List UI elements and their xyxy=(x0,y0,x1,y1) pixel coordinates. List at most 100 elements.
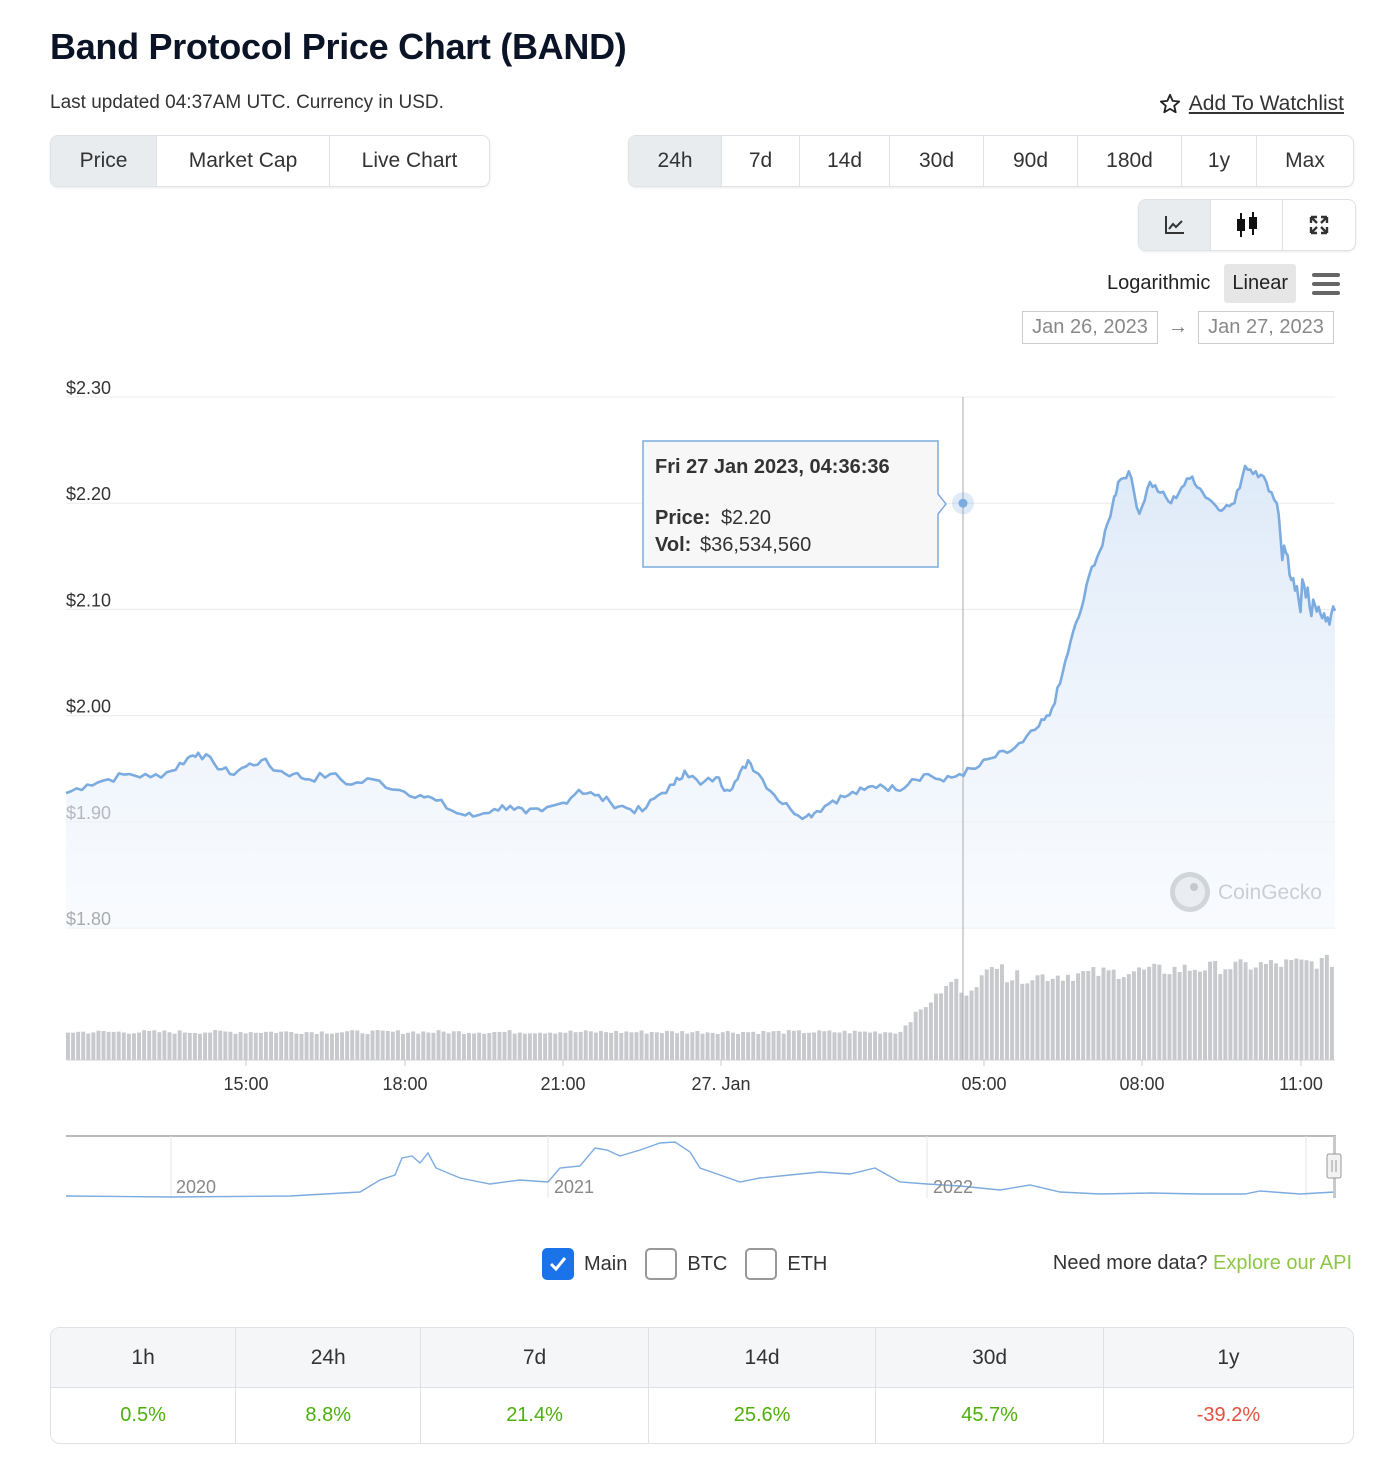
volume-bar xyxy=(76,1031,81,1060)
tab-live-chart[interactable]: Live Chart xyxy=(361,149,458,172)
volume-bar xyxy=(401,1033,405,1060)
candlestick-button[interactable] xyxy=(1211,200,1283,250)
range-max[interactable]: Max xyxy=(1285,149,1325,172)
volume-bar xyxy=(1035,975,1040,1060)
toggle-main[interactable]: Main xyxy=(542,1248,627,1280)
volume-bar xyxy=(1309,961,1314,1060)
navigator[interactable]: 2020 2021 2022 xyxy=(65,1135,1342,1198)
volume-bar xyxy=(842,1030,847,1060)
price-chart[interactable]: $2.30$2.20$2.10$2.00$1.90$1.80 15:0018:0… xyxy=(0,360,1386,1220)
volume-bar xyxy=(1172,966,1177,1060)
volume-bar xyxy=(1025,983,1030,1060)
toggle-btc[interactable]: BTC xyxy=(645,1248,727,1280)
volume-bar xyxy=(1324,954,1329,1060)
toggle-eth[interactable]: ETH xyxy=(745,1248,827,1280)
volume-bar xyxy=(1050,978,1055,1060)
volume-bar xyxy=(538,1032,543,1060)
range-14d[interactable]: 14d xyxy=(800,136,890,186)
perf-header-5: 1y xyxy=(1103,1328,1353,1388)
range-30d[interactable]: 30d xyxy=(890,136,984,186)
volume-bar xyxy=(1203,970,1207,1060)
volume-bar xyxy=(258,1033,263,1060)
volume-bar xyxy=(852,1030,857,1060)
volume-bar xyxy=(883,1032,888,1060)
volume-bar xyxy=(1299,959,1304,1060)
volume-bar xyxy=(86,1033,91,1060)
range-24h[interactable]: 24h xyxy=(629,136,722,186)
eth-checkbox[interactable] xyxy=(745,1248,778,1280)
volume-bar xyxy=(1294,958,1299,1060)
volume-bar xyxy=(1182,964,1187,1060)
volume-bar xyxy=(263,1031,268,1060)
volume-bar xyxy=(248,1032,253,1060)
perf-value-0: 0.5% xyxy=(51,1388,237,1443)
volume-bar xyxy=(208,1032,213,1060)
volume-bar xyxy=(517,1032,522,1060)
volume-bar xyxy=(857,1031,862,1060)
line-chart-button[interactable] xyxy=(1139,200,1211,250)
volume-bar xyxy=(319,1031,324,1060)
volume-bar xyxy=(558,1032,563,1060)
volume-bar xyxy=(111,1031,116,1060)
scale-logarithmic[interactable]: Logarithmic xyxy=(1107,272,1211,294)
hover-point xyxy=(958,498,968,508)
main-checkbox[interactable] xyxy=(542,1248,574,1280)
explore-api-link[interactable]: Explore our API xyxy=(1213,1252,1352,1274)
date-to-input[interactable]: Jan 27, 2023 xyxy=(1198,311,1334,344)
page-title: Band Protocol Price Chart (BAND) xyxy=(50,26,627,67)
volume-bar xyxy=(1177,972,1182,1060)
volume-bar xyxy=(243,1033,248,1060)
watermark-text: CoinGecko xyxy=(1218,881,1322,904)
range-180d[interactable]: 180d xyxy=(1078,136,1182,186)
price-area xyxy=(66,466,1335,928)
volume-bar xyxy=(791,1030,796,1060)
volume-bar xyxy=(335,1032,339,1060)
volume-bar xyxy=(203,1032,208,1060)
x-tick-label: 08:00 xyxy=(1119,1074,1164,1094)
add-to-watchlist-link[interactable]: Add To Watchlist xyxy=(1159,92,1344,116)
range-1y[interactable]: 1y xyxy=(1182,136,1257,186)
range-90d[interactable]: 90d xyxy=(984,136,1078,186)
volume-bar xyxy=(532,1033,537,1060)
date-from-input[interactable]: Jan 26, 2023 xyxy=(1022,311,1158,344)
volume-bar xyxy=(81,1031,86,1060)
volume-bar xyxy=(893,1033,898,1060)
volume-bar xyxy=(522,1033,527,1060)
perf-header-1: 24h xyxy=(236,1328,422,1388)
series-toggles: Main BTC ETH xyxy=(542,1248,827,1280)
y-tick-label: $2.30 xyxy=(66,378,111,398)
volume-bar xyxy=(680,1031,685,1060)
toggle-eth-label: ETH xyxy=(787,1252,828,1275)
volume-bar xyxy=(1081,971,1086,1060)
volume-bar xyxy=(91,1032,96,1060)
navigator-handle[interactable] xyxy=(1326,1153,1342,1179)
volume-bar xyxy=(106,1031,111,1060)
volume-bar xyxy=(411,1031,416,1060)
tab-market-cap[interactable]: Market Cap xyxy=(157,136,330,186)
volume-bar xyxy=(314,1034,319,1060)
tab-price[interactable]: Price xyxy=(51,136,157,186)
volume-bar xyxy=(959,992,964,1060)
volume-bar xyxy=(746,1032,751,1060)
scale-linear[interactable]: Linear xyxy=(1224,264,1296,303)
volume-bar xyxy=(1111,969,1116,1060)
btc-checkbox[interactable] xyxy=(645,1248,678,1280)
hamburger-menu-icon[interactable] xyxy=(1312,272,1340,295)
performance-values-row: 0.5% 8.8% 21.4% 25.6% 45.7% -39.2% xyxy=(51,1388,1353,1443)
fullscreen-button[interactable] xyxy=(1283,200,1355,250)
volume-bar xyxy=(345,1031,350,1060)
volume-bar xyxy=(1060,980,1065,1060)
volume-bar xyxy=(741,1032,746,1060)
volume-bar xyxy=(588,1031,593,1060)
volume-bar xyxy=(96,1030,101,1060)
volume-bar xyxy=(461,1033,466,1060)
range-7d[interactable]: 7d xyxy=(722,136,800,186)
volume-bar xyxy=(923,1007,928,1060)
volume-bar xyxy=(771,1031,776,1060)
volume-bar xyxy=(507,1030,512,1060)
perf-header-4: 30d xyxy=(876,1328,1104,1388)
volume-bar xyxy=(380,1030,385,1060)
volume-bar xyxy=(162,1030,167,1060)
range-tab-group: 24h 7d 14d 30d 90d 180d 1y Max xyxy=(628,135,1354,187)
volume-bar xyxy=(1197,971,1202,1060)
